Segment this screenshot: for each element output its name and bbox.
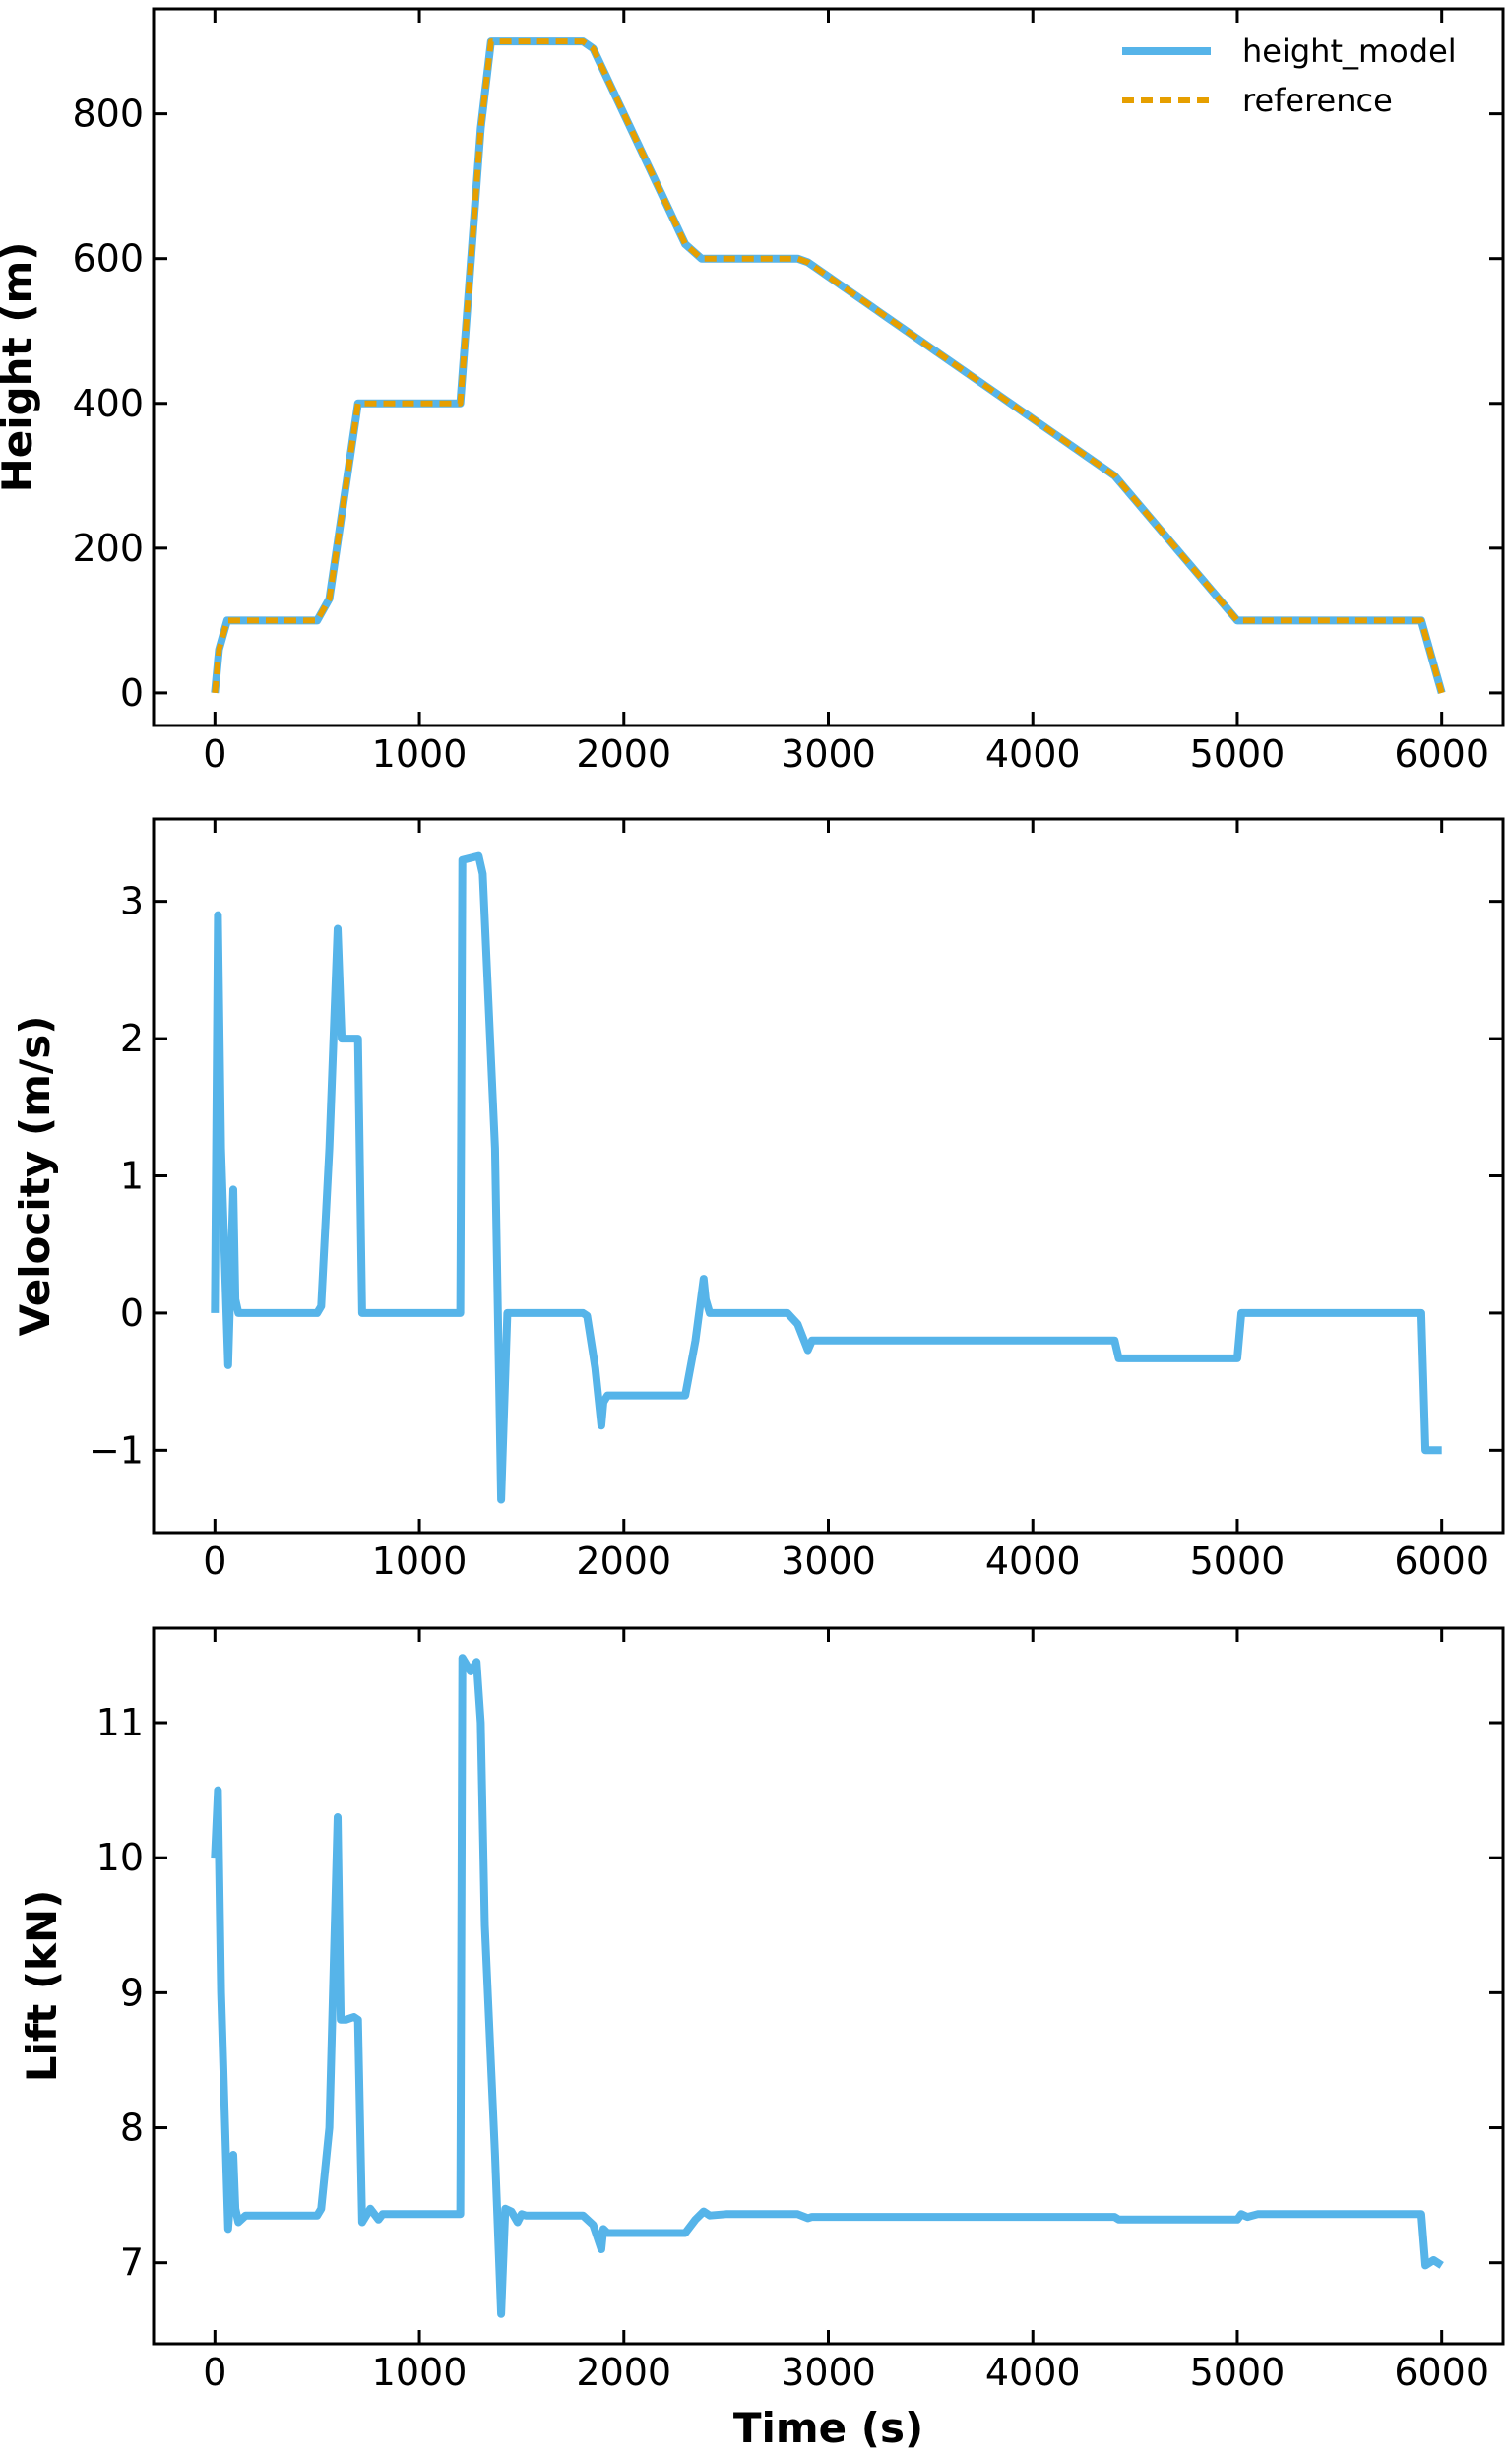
x-tick-label: 5000 xyxy=(1190,732,1286,776)
legend-label-reference: reference xyxy=(1242,82,1393,119)
x-tick-label: 5000 xyxy=(1190,2351,1286,2394)
y-tick-label: 9 xyxy=(120,1971,144,2014)
x-tick-label: 3000 xyxy=(781,2351,876,2394)
y-tick-label: 0 xyxy=(120,671,144,715)
x-tick-label: 3000 xyxy=(781,732,876,776)
chart-panel-1: 0 1000 2000 3000 4000 5000 6000 0 200 400 600 800 He… xyxy=(0,7,1505,776)
axes-frame xyxy=(152,1626,1505,2346)
y-tick-label: 600 xyxy=(72,237,144,281)
x-tick-label: 0 xyxy=(203,1540,226,1583)
legend-label-height-model: height_model xyxy=(1242,32,1457,70)
x-tick-label: 4000 xyxy=(985,2351,1081,2394)
chart-panel-2: 0 1000 2000 3000 4000 5000 6000 −1 0 1 2 3 Velocity … xyxy=(11,817,1505,1583)
x-tick-label: 6000 xyxy=(1394,2351,1489,2394)
y-tick-label: 10 xyxy=(96,1836,144,1879)
x-tick-label: 1000 xyxy=(372,1540,468,1583)
x-tick-label: 5000 xyxy=(1190,1540,1286,1583)
x-tick-label: 0 xyxy=(203,732,226,776)
y-tick-label: 7 xyxy=(120,2241,144,2285)
x-tick-label: 0 xyxy=(203,2351,226,2394)
y-tick-label: 400 xyxy=(72,382,144,425)
y-tick-label: 8 xyxy=(120,2107,144,2150)
x-tick-label: 6000 xyxy=(1394,732,1489,776)
y-axis-label: Height (m) xyxy=(0,242,41,493)
y-tick-label: 2 xyxy=(120,1017,144,1060)
chart-panel-3: 0 1000 2000 3000 4000 5000 6000 7 8 9 10 11 Lift (kN… xyxy=(18,1626,1505,2452)
x-tick-label: 4000 xyxy=(985,732,1081,776)
y-tick-label: 0 xyxy=(120,1292,144,1335)
y-tick-label: 200 xyxy=(72,527,144,570)
series-line-height-model xyxy=(211,37,1446,694)
x-tick-label: 1000 xyxy=(372,732,468,776)
series-line-reference xyxy=(212,38,1445,694)
x-tick-label: 1000 xyxy=(372,2351,468,2394)
x-tick-label: 2000 xyxy=(576,2351,671,2394)
y-tick-label: −1 xyxy=(89,1428,144,1472)
y-tick-label: 3 xyxy=(120,880,144,923)
x-tick-label: 2000 xyxy=(576,1540,671,1583)
axes-frame xyxy=(152,817,1505,1535)
x-tick-label: 3000 xyxy=(781,1540,876,1583)
y-tick-label: 800 xyxy=(72,93,144,136)
x-tick-label: 4000 xyxy=(985,1540,1081,1583)
y-axis-label: Lift (kN) xyxy=(18,1890,66,2083)
y-tick-label: 11 xyxy=(96,1701,144,1744)
x-axis-label: Time (s) xyxy=(733,2404,923,2452)
series-line-panel3 xyxy=(211,1654,1444,2318)
x-tick-label: 2000 xyxy=(576,732,671,776)
x-tick-label: 6000 xyxy=(1394,1540,1489,1583)
y-axis-label: Velocity (m/s) xyxy=(11,1016,59,1337)
y-tick-label: 1 xyxy=(120,1155,144,1198)
series-line-panel2 xyxy=(211,851,1442,1504)
legend: height_model reference xyxy=(1122,32,1457,119)
